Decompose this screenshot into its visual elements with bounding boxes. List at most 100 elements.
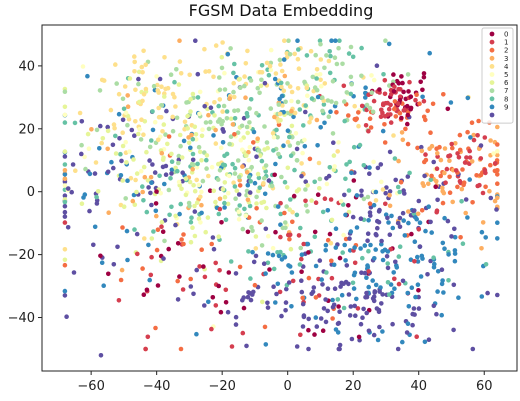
data-point	[95, 189, 101, 194]
data-point	[157, 173, 162, 179]
data-point	[222, 205, 227, 210]
data-point	[200, 127, 205, 132]
data-point	[190, 225, 195, 230]
data-point	[281, 143, 286, 148]
data-point	[306, 327, 311, 333]
data-point	[383, 201, 388, 207]
data-point	[381, 72, 386, 77]
data-point	[312, 234, 318, 240]
data-point	[197, 111, 202, 117]
data-point	[329, 99, 334, 104]
data-point	[346, 51, 352, 56]
data-point	[223, 287, 229, 293]
data-point	[380, 187, 386, 192]
data-point	[113, 133, 118, 139]
data-point	[156, 137, 161, 143]
data-point	[313, 52, 319, 58]
data-point	[417, 101, 422, 106]
data-point	[447, 190, 453, 195]
data-point	[92, 224, 98, 230]
data-point	[340, 61, 345, 67]
data-point	[413, 294, 418, 300]
data-point	[397, 97, 403, 103]
data-point	[196, 144, 202, 150]
x-tick-label: 0	[284, 379, 292, 394]
data-point	[297, 262, 303, 267]
data-point	[132, 227, 137, 232]
data-point	[99, 77, 105, 83]
data-point	[488, 138, 493, 143]
data-point	[488, 162, 493, 168]
data-point	[376, 219, 382, 225]
data-point	[87, 171, 93, 177]
data-point	[336, 304, 341, 309]
data-point	[222, 162, 228, 168]
data-point	[330, 131, 336, 136]
data-point	[428, 219, 433, 225]
data-point	[456, 295, 461, 301]
data-point	[346, 188, 352, 193]
data-point	[132, 54, 137, 59]
data-point	[343, 212, 348, 218]
data-point	[62, 168, 68, 173]
data-point	[406, 209, 411, 214]
data-point	[366, 284, 372, 290]
data-point	[300, 324, 306, 329]
legend-label: 5	[504, 71, 508, 79]
data-point	[405, 121, 410, 127]
data-point	[378, 162, 384, 167]
data-point	[213, 141, 219, 146]
data-point	[255, 85, 261, 91]
data-point	[306, 275, 312, 281]
data-point	[254, 201, 259, 206]
data-point	[246, 157, 252, 163]
data-point	[169, 159, 175, 164]
data-point	[288, 197, 293, 202]
data-point	[356, 123, 361, 129]
data-point	[62, 162, 68, 167]
data-point	[138, 168, 144, 174]
data-point	[242, 74, 247, 79]
data-point	[192, 203, 197, 209]
data-point	[237, 264, 243, 270]
data-point	[155, 283, 161, 288]
data-point	[347, 159, 353, 165]
data-point	[136, 81, 141, 87]
data-point	[230, 161, 235, 167]
data-point	[396, 81, 402, 86]
data-point	[238, 85, 243, 90]
data-point	[200, 178, 206, 184]
data-point	[494, 207, 499, 212]
data-point	[79, 151, 84, 157]
data-point	[303, 103, 309, 108]
data-point	[62, 209, 68, 215]
data-point	[314, 67, 320, 72]
data-point	[257, 185, 263, 190]
data-point	[373, 231, 379, 237]
data-point	[299, 278, 304, 284]
data-point	[333, 226, 339, 231]
data-point	[123, 139, 128, 145]
data-point	[447, 174, 452, 180]
data-point	[278, 249, 283, 255]
data-point	[152, 170, 158, 175]
data-point	[397, 94, 403, 99]
data-point	[461, 182, 466, 188]
data-point	[245, 182, 251, 188]
data-point	[232, 108, 237, 114]
data-point	[134, 189, 139, 195]
data-point	[342, 242, 348, 248]
data-point	[206, 299, 211, 305]
data-point	[64, 314, 69, 320]
data-point	[412, 208, 417, 213]
data-point	[260, 299, 265, 305]
data-point	[446, 153, 451, 159]
data-point	[72, 120, 78, 126]
data-point	[246, 249, 251, 254]
data-point	[320, 328, 326, 334]
data-point	[400, 137, 406, 143]
data-point	[305, 183, 310, 188]
data-point	[183, 176, 189, 181]
x-axis: −60 −40 −20 0 20 40 60	[77, 371, 493, 394]
data-point	[373, 282, 379, 288]
